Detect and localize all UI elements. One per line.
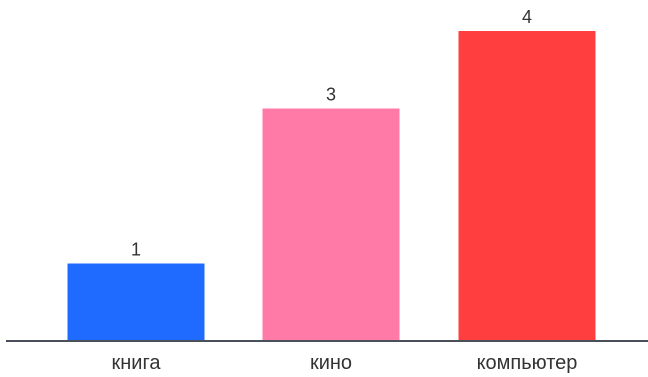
bar-3 <box>458 31 596 341</box>
bar-2 <box>262 108 400 341</box>
x-tick-label-2: кино <box>310 352 352 374</box>
data-label-3: 4 <box>522 7 532 27</box>
data-label-1: 1 <box>131 240 141 260</box>
bar-1 <box>67 263 205 341</box>
bars-layer <box>67 31 596 341</box>
data-labels-layer: 1 3 4 <box>131 7 532 260</box>
x-tick-label-1: книга <box>112 352 162 374</box>
data-label-2: 3 <box>326 85 336 105</box>
x-tick-label-3: компьютер <box>477 352 578 374</box>
x-tick-labels-layer: книга кино компьютер <box>112 352 578 374</box>
